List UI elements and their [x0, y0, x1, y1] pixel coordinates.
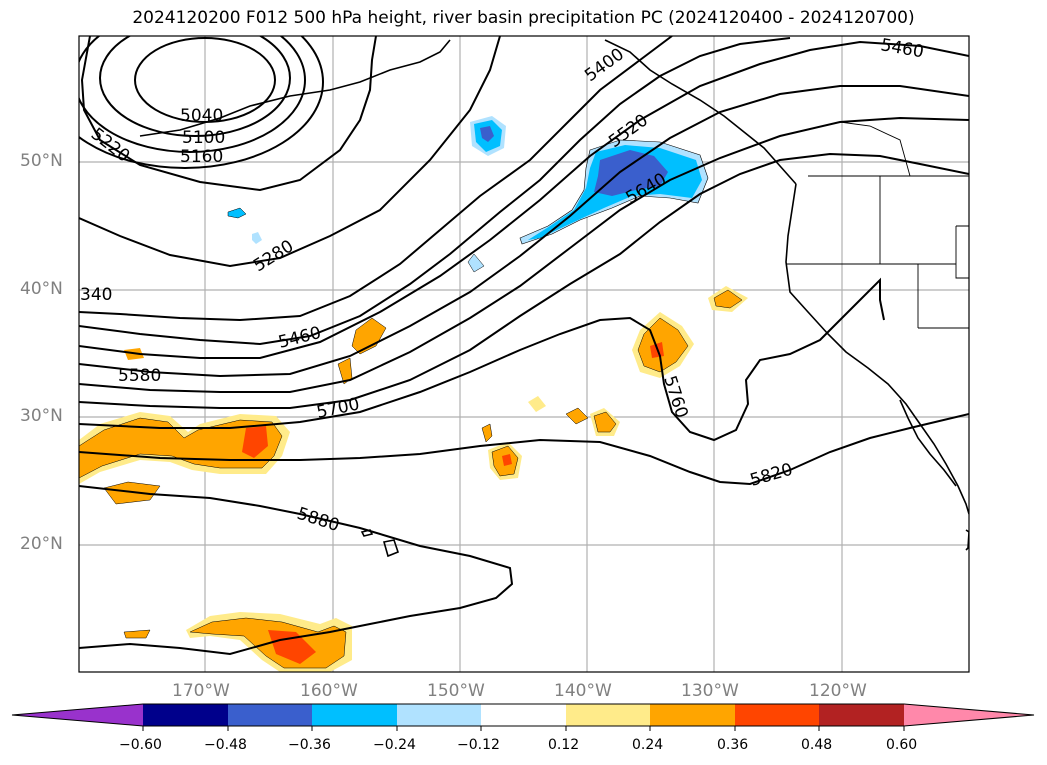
contour-label: 5100 — [182, 128, 225, 148]
pos-area-south-small — [123, 629, 151, 639]
lat-label-40n: 40°N — [20, 279, 63, 299]
lat-label-30n: 30°N — [20, 406, 63, 426]
contour-5460a — [79, 40, 969, 359]
colorbar-tick-label: 0.24 — [632, 737, 664, 753]
contour-label: 5160 — [180, 147, 223, 167]
colorbar-bin — [566, 704, 650, 726]
political-borders — [786, 121, 969, 329]
map-frame — [78, 35, 970, 673]
colorbar-bin — [735, 704, 819, 726]
lon-label-120w: 120°W — [809, 681, 867, 701]
graticule — [79, 36, 969, 672]
neg-area-small-3 — [467, 253, 485, 273]
neg-area-small-1 — [227, 207, 247, 219]
neg-area-small-2 — [252, 232, 262, 244]
contour-5340 — [79, 36, 673, 322]
contour-5640 — [79, 152, 969, 409]
colorbar-bin — [481, 704, 566, 726]
contour-label: 5760 — [659, 373, 691, 420]
contour-low-center — [134, 37, 276, 123]
colorbar-tick-label: 0.12 — [548, 737, 580, 753]
neg-area-gulf-alaska-dark — [594, 150, 668, 196]
contour-5760 — [79, 413, 969, 486]
contour-label: 5880 — [294, 504, 341, 536]
pos-area-central-1 — [351, 317, 387, 355]
contour-label: 340 — [80, 285, 112, 305]
colorbar-tick-label: −0.36 — [288, 737, 331, 753]
contour-5100 — [79, 36, 306, 153]
lon-label-160w: 160°W — [300, 681, 358, 701]
lon-label-150w: 150°W — [427, 681, 485, 701]
neg-area-north-pacific-dark — [480, 126, 494, 142]
map-title: 2024120200 F012 500 hPa height, river ba… — [132, 8, 915, 28]
coast-baja — [899, 399, 957, 487]
pos-area-central-5 — [528, 396, 546, 412]
colorbar-extend-min — [12, 704, 143, 726]
lon-label-130w: 130°W — [681, 681, 739, 701]
lat-label-50n: 50°N — [20, 151, 63, 171]
colorbar-bin — [819, 704, 904, 726]
pos-area-central-3-dark — [502, 454, 512, 466]
colorbar-tick-label: 0.48 — [801, 737, 833, 753]
contour-5580 — [79, 116, 969, 393]
pos-area-central-7-mid — [593, 411, 617, 433]
colorbar-bin — [312, 704, 397, 726]
contour-label: 5040 — [180, 106, 223, 126]
contour-5700 — [79, 277, 885, 442]
contour-label: 5580 — [118, 366, 161, 386]
contour-label: 5820 — [748, 460, 795, 491]
precip-positive-areas — [79, 286, 748, 672]
lon-label-170w: 170°W — [172, 681, 230, 701]
colorbar-bin — [397, 704, 481, 726]
contour-5280 — [79, 36, 501, 268]
contour-5820 — [79, 485, 514, 656]
contour-label: 5400 — [581, 44, 628, 86]
pos-area-central-4 — [481, 423, 493, 443]
pos-area-south-dark — [268, 630, 316, 664]
colorbar-tick-label: −0.12 — [457, 737, 500, 753]
pos-area-west-low — [103, 481, 161, 505]
colorbar-tick-label: 0.36 — [717, 737, 749, 753]
contour-5520 — [79, 85, 969, 378]
contour-5160 — [79, 36, 324, 169]
lat-label-20n: 20°N — [20, 534, 63, 554]
colorbar-bin — [650, 704, 735, 726]
pos-area-east-2-mid — [713, 289, 743, 309]
hawaii-1 — [382, 539, 399, 558]
colorbar-tick-label: 0.60 — [886, 737, 918, 753]
colorbar-bin — [228, 704, 312, 726]
colorbar-tick-label: −0.48 — [204, 737, 247, 753]
contour-5220 — [80, 36, 377, 192]
contour-label: 5460 — [879, 35, 925, 62]
pos-area-west-dark — [242, 426, 268, 458]
colorbar-extend-max — [904, 704, 1034, 726]
colorbar-tick-label: −0.60 — [119, 737, 162, 753]
colorbar-tick-label: −0.24 — [373, 737, 416, 753]
colorbar-bin — [143, 704, 228, 726]
height-contours — [79, 36, 969, 656]
contour-5400 — [79, 37, 791, 346]
contour-5040 — [99, 36, 291, 137]
colorbar — [11, 703, 1035, 731]
coast-north-america — [785, 183, 969, 515]
lon-label-140w: 140°W — [554, 681, 612, 701]
contour-label: 5700 — [315, 394, 361, 423]
pos-area-central-6 — [565, 407, 589, 425]
